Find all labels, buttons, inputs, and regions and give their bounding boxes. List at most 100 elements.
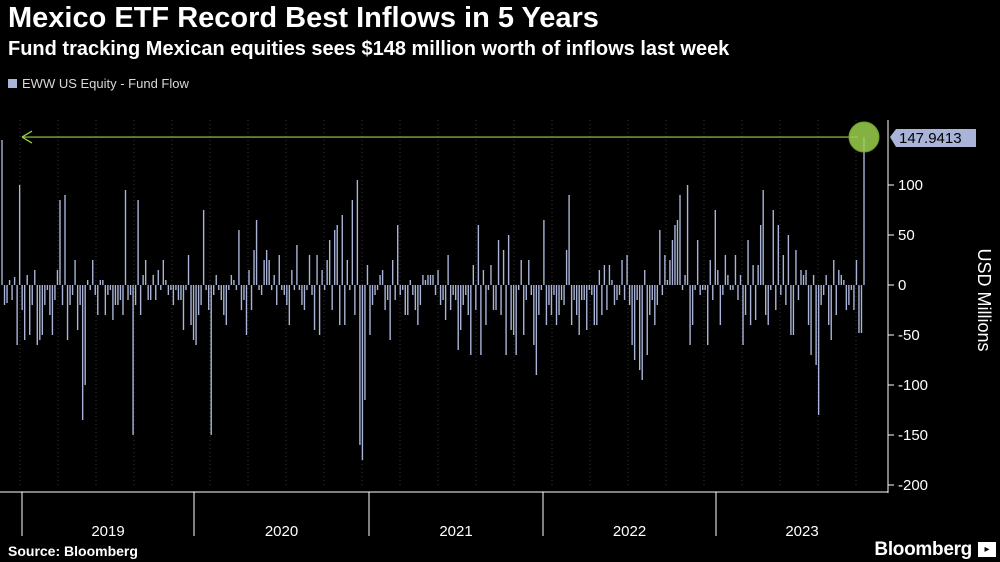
bar: [538, 285, 540, 315]
bar: [835, 285, 837, 315]
bar: [515, 285, 517, 355]
bar: [638, 285, 641, 370]
bar: [593, 285, 596, 325]
bar: [112, 285, 114, 320]
bar: [99, 280, 101, 285]
bar: [349, 285, 351, 290]
arrow-head-icon: [21, 130, 33, 144]
bar: [757, 265, 759, 285]
bar: [505, 285, 507, 355]
bar: [661, 285, 664, 295]
bar: [621, 260, 623, 285]
bar: [155, 285, 157, 300]
bar: [797, 285, 800, 300]
bar: [628, 285, 631, 305]
bar: [263, 260, 265, 285]
bar: [548, 285, 550, 305]
bar: [230, 275, 233, 285]
bar: [94, 285, 96, 295]
bar: [676, 220, 679, 285]
bar: [765, 285, 767, 315]
bar: [16, 285, 18, 345]
bar: [845, 285, 848, 310]
last-value-callout-box: [890, 129, 976, 148]
bar: [288, 285, 291, 325]
bar: [150, 285, 152, 300]
bar: [18, 185, 21, 285]
y-tick-label: -150: [898, 427, 928, 444]
bar: [752, 265, 754, 285]
y-tick-label: 0: [898, 277, 906, 294]
bar: [175, 285, 177, 290]
bar: [699, 285, 701, 295]
bar: [727, 275, 729, 285]
bar: [477, 225, 480, 285]
y-tick-label: 100: [898, 177, 923, 194]
bar: [817, 285, 820, 415]
bar: [364, 285, 366, 400]
bar: [820, 285, 822, 305]
bar: [704, 285, 706, 290]
bar: [213, 285, 215, 295]
bar: [92, 260, 94, 285]
bar: [651, 285, 653, 300]
bar: [495, 285, 497, 310]
bar: [840, 275, 843, 285]
bar: [293, 285, 296, 290]
bar: [822, 285, 825, 295]
bar: [714, 210, 716, 285]
bar: [39, 285, 41, 340]
bar: [185, 285, 187, 290]
bar: [452, 285, 454, 295]
bar: [374, 285, 376, 295]
bar: [447, 255, 449, 285]
bar: [860, 285, 863, 333]
bar: [732, 285, 734, 290]
bar: [485, 285, 487, 325]
bar: [102, 280, 104, 285]
bar: [361, 285, 364, 460]
x-tick-label: 2023: [785, 523, 818, 540]
chart-subtitle: Fund tracking Mexican equities sees $148…: [8, 38, 730, 60]
bar: [810, 285, 812, 355]
y-tick-label: -50: [898, 327, 920, 344]
bar: [129, 285, 132, 295]
bar: [644, 270, 646, 285]
bar: [596, 285, 598, 325]
bar: [523, 285, 525, 335]
bar: [344, 285, 346, 325]
annotations: 147.9413: [21, 121, 976, 153]
bar: [313, 285, 316, 330]
bar: [402, 285, 404, 290]
bar: [306, 285, 308, 290]
bar: [160, 285, 162, 290]
bar: [782, 255, 785, 285]
bar: [69, 285, 71, 305]
bar: [399, 285, 401, 295]
bar: [56, 270, 59, 285]
bar: [686, 185, 689, 285]
bar: [142, 275, 144, 285]
bar: [649, 285, 651, 315]
bar: [497, 240, 500, 285]
bar: [850, 285, 853, 290]
bar: [553, 285, 555, 295]
bar: [729, 285, 732, 290]
bar: [830, 285, 832, 340]
bar: [323, 285, 326, 290]
bar: [671, 240, 674, 285]
bar: [414, 285, 417, 310]
bar: [220, 285, 222, 300]
bar: [134, 285, 137, 305]
bar: [283, 285, 285, 295]
bar: [331, 285, 333, 310]
bar: [681, 285, 684, 290]
bar: [631, 285, 633, 345]
bar: [560, 285, 563, 300]
bar: [855, 260, 858, 285]
bar: [139, 285, 142, 315]
bar: [205, 285, 207, 290]
bar: [243, 285, 245, 300]
bar: [351, 200, 354, 285]
